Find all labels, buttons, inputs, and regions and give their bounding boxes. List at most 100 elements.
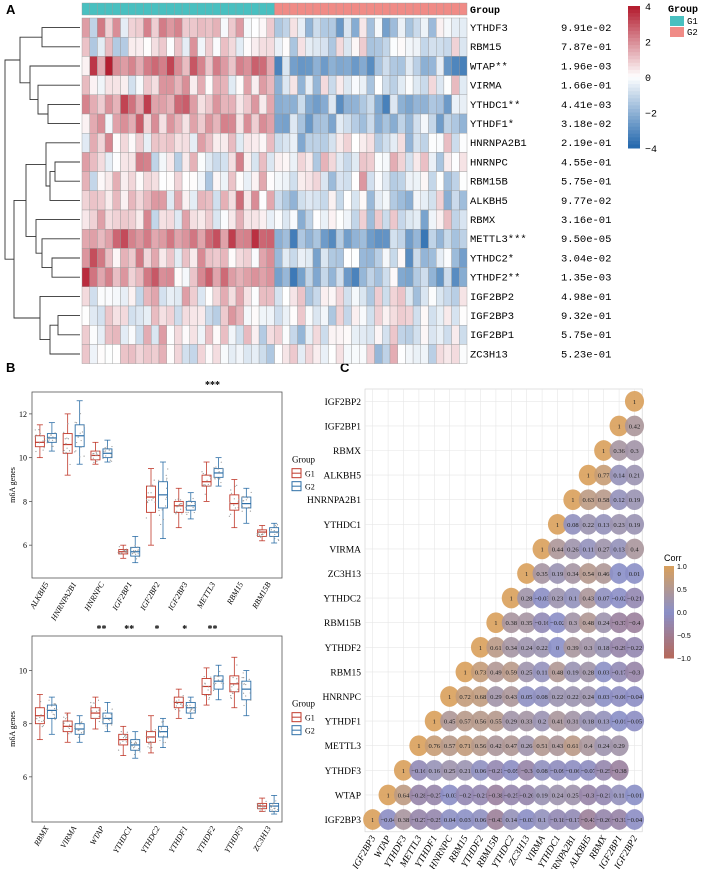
- group-annotation-cell: [166, 2, 175, 16]
- heatmap-cell: [436, 190, 445, 211]
- corr-value-label: 0.59: [506, 669, 518, 676]
- heatmap-cell: [289, 75, 298, 95]
- legend-label: G1: [305, 470, 315, 479]
- corr-ellipse: [547, 784, 568, 806]
- corr-value-label: 0.77: [598, 473, 610, 480]
- corr-value-label: 0.27: [598, 546, 610, 553]
- corr-ellipse: [517, 587, 537, 609]
- corr-value-label: 1: [571, 497, 574, 504]
- corr-value-label: −0.17: [611, 669, 627, 676]
- group-annotation-cell: [89, 2, 98, 16]
- jitter-point: [134, 550, 137, 552]
- heatmap-cell: [158, 94, 167, 115]
- corr-value-label: 0.43: [506, 694, 518, 701]
- heatmap-cell: [212, 56, 221, 76]
- heatmap-cell: [174, 305, 183, 326]
- corr-value-label: −0.37: [611, 620, 627, 627]
- corr-ellipse: [409, 759, 429, 781]
- heatmap-cell: [428, 56, 437, 76]
- heatmap-cell: [312, 248, 321, 268]
- heatmap-cell: [405, 325, 414, 345]
- heatmap-cell: [297, 305, 306, 326]
- jitter-point: [259, 804, 262, 806]
- heatmap-cell: [104, 325, 113, 345]
- jitter-point: [256, 533, 258, 535]
- heatmap-cell: [335, 209, 345, 230]
- corr-value-label: 0.33: [521, 719, 533, 726]
- corr-ellipse: [609, 440, 629, 461]
- annotation-title: Group: [470, 6, 500, 17]
- jitter-point: [152, 497, 154, 499]
- heatmap-cell: [189, 17, 198, 38]
- jitter-point: [120, 553, 122, 555]
- corr-legend-segment: [664, 639, 674, 644]
- corr-ellipse: [486, 784, 506, 806]
- heatmap-cell: [251, 305, 260, 326]
- heatmap-cell: [428, 228, 437, 249]
- heatmap-cell: [143, 17, 152, 38]
- heatmap-cell: [112, 228, 121, 249]
- heatmap-cell: [351, 17, 360, 38]
- jitter-point: [95, 452, 97, 454]
- heatmap-cell: [204, 190, 214, 211]
- corr-ellipse: [563, 809, 583, 830]
- corr-value-label: 0.34: [506, 645, 518, 652]
- box-body: [269, 802, 280, 812]
- jitter-point: [209, 475, 211, 477]
- heatmap-cell: [428, 75, 437, 95]
- jitter-point: [258, 531, 261, 534]
- jitter-point: [55, 440, 57, 442]
- jitter-point: [186, 513, 188, 515]
- jitter-point: [213, 467, 215, 469]
- jitter-point: [44, 440, 46, 442]
- corr-value-label: 1: [479, 645, 482, 652]
- heatmap-cell: [320, 209, 329, 230]
- corr-value-label: 0.49: [490, 669, 502, 676]
- heatmap-cell: [189, 305, 198, 326]
- heatmap-cell: [174, 94, 183, 115]
- heatmap-cell: [204, 228, 214, 249]
- corr-value-label: 0.23: [613, 522, 625, 529]
- corr-ellipse: [547, 759, 568, 781]
- color-scale-segment: [628, 144, 640, 149]
- heatmap-cell: [174, 286, 183, 307]
- jitter-point: [174, 708, 176, 711]
- y-tick-label: 8: [23, 497, 27, 506]
- heatmap-cell: [412, 113, 422, 134]
- heatmap-cell: [297, 267, 306, 288]
- jitter-point: [91, 455, 93, 457]
- heatmap-cell: [151, 305, 160, 326]
- jitter-point: [119, 552, 121, 554]
- heatmap-cell: [382, 113, 391, 134]
- jitter-point: [202, 472, 204, 475]
- heatmap-cell: [305, 37, 314, 57]
- heatmap-cell: [312, 75, 321, 95]
- heatmap-cell: [204, 344, 214, 364]
- heatmap-cell: [189, 56, 198, 76]
- heatmap-cell: [443, 325, 452, 345]
- jitter-point: [145, 517, 147, 519]
- heatmap-cell: [366, 171, 375, 192]
- heatmap-cell: [359, 132, 368, 153]
- jitter-point: [214, 477, 216, 479]
- corr-ellipse: [547, 636, 568, 658]
- jitter-point: [174, 499, 177, 501]
- jitter-point: [272, 535, 274, 538]
- heatmap-cell: [212, 344, 221, 364]
- heatmap-cell: [220, 325, 229, 345]
- corr-legend-segment: [664, 636, 674, 641]
- jitter-point: [50, 434, 52, 436]
- jitter-point: [219, 478, 221, 480]
- heatmap-row-label: IGF2BP1: [470, 330, 514, 342]
- heatmap-cell: [220, 94, 229, 115]
- heatmap-cell: [120, 152, 129, 172]
- heatmap-cell: [158, 228, 167, 249]
- corr-ellipse: [455, 710, 475, 732]
- jitter-point: [150, 745, 152, 747]
- corr-ellipse: [624, 587, 645, 609]
- heatmap-cell: [382, 305, 391, 326]
- heatmap-cell: [112, 171, 121, 192]
- jitter-point: [135, 558, 138, 560]
- jitter-point: [118, 546, 120, 548]
